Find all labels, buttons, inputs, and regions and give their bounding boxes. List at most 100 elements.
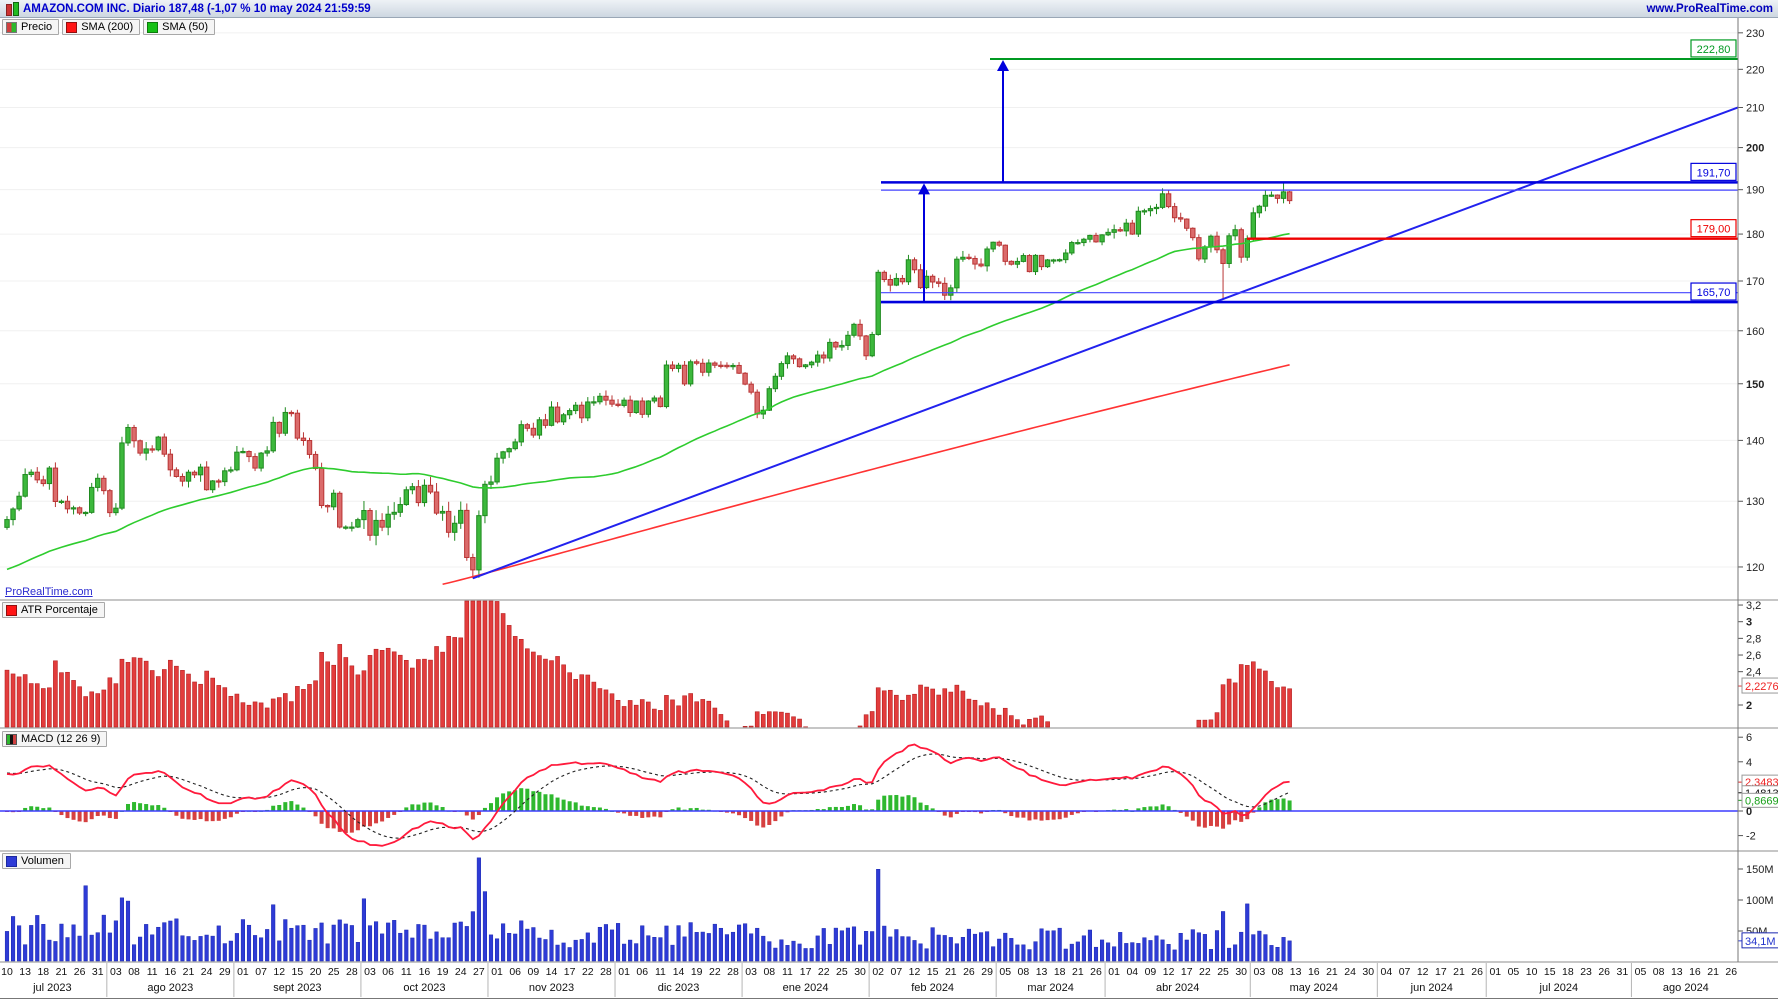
svg-text:13: 13 (1036, 966, 1048, 978)
svg-text:26: 26 (963, 966, 975, 978)
svg-text:dic 2023: dic 2023 (658, 982, 700, 994)
atr-histogram (4, 600, 1292, 728)
svg-text:06: 06 (382, 966, 394, 978)
price-axis[interactable]: 230 220 210 200 190 180 170 160 150 140 130 120 (1738, 28, 1764, 574)
svg-text:200: 200 (1746, 143, 1764, 155)
svg-text:01: 01 (1489, 966, 1501, 978)
horizontal-levels[interactable]: 222,80 191,70 179,00 165,70 (881, 39, 1738, 304)
macd-swatch-icon (6, 733, 17, 745)
legend-sma50-label: SMA (50) (162, 21, 209, 33)
svg-text:10: 10 (1526, 966, 1538, 978)
svg-text:27: 27 (473, 966, 485, 978)
date-axis[interactable]: 10 13 18 21 26 31 jul 2023 03 08 11 16 21 24 29 ago 20… (1, 963, 1737, 997)
svg-text:jul 2023: jul 2023 (32, 982, 72, 994)
svg-text:3: 3 (1746, 617, 1752, 629)
svg-text:0: 0 (1746, 806, 1752, 818)
svg-text:02: 02 (872, 966, 884, 978)
svg-text:29: 29 (981, 966, 993, 978)
svg-text:26: 26 (1725, 966, 1737, 978)
svg-text:26: 26 (1090, 966, 1102, 978)
svg-text:07: 07 (255, 966, 267, 978)
svg-text:07: 07 (891, 966, 903, 978)
projection-arrows[interactable] (918, 59, 1009, 303)
svg-text:21: 21 (56, 966, 68, 978)
panel-frame (0, 17, 1778, 999)
svg-text:23: 23 (1580, 966, 1592, 978)
svg-text:21: 21 (1072, 966, 1084, 978)
svg-text:17: 17 (564, 966, 576, 978)
svg-text:26: 26 (74, 966, 86, 978)
svg-text:15: 15 (292, 966, 304, 978)
macd-axis[interactable]: 640-22,34831,48130,8669 (1738, 732, 1778, 843)
price-gridlines (0, 32, 1738, 568)
svg-text:0,8669: 0,8669 (1745, 795, 1778, 807)
svg-text:13: 13 (1290, 966, 1302, 978)
svg-text:04: 04 (1381, 966, 1393, 978)
prorealtime-watermark[interactable]: ProRealTime.com (5, 586, 93, 598)
svg-text:16: 16 (1689, 966, 1701, 978)
svg-text:12: 12 (273, 966, 285, 978)
svg-text:21: 21 (945, 966, 957, 978)
svg-text:03: 03 (364, 966, 376, 978)
svg-text:6: 6 (1746, 732, 1752, 744)
svg-text:31: 31 (92, 966, 104, 978)
title-bar: AMAZON.COM INC. Diario 187,48 (-1,07 % 1… (0, 0, 1778, 18)
svg-text:130: 130 (1746, 496, 1764, 508)
legend-macd[interactable]: MACD (12 26 9) (2, 731, 108, 747)
svg-text:14: 14 (546, 966, 558, 978)
svg-text:17: 17 (800, 966, 812, 978)
legend-precio[interactable]: Precio (2, 19, 60, 35)
svg-text:170: 170 (1746, 276, 1764, 288)
volumen-swatch-icon (6, 855, 17, 867)
atr-axis[interactable]: 3,2 3 2,8 2,6 2,4 2 2,2276 (1738, 600, 1778, 712)
svg-text:16: 16 (1308, 966, 1320, 978)
prorealtime-link[interactable]: www.ProRealTime.com (1646, 2, 1773, 15)
svg-text:18: 18 (37, 966, 49, 978)
sma50-swatch-icon (147, 21, 159, 33)
precio-swatch-icon (6, 21, 17, 33)
svg-text:19: 19 (437, 966, 449, 978)
svg-text:sept 2023: sept 2023 (273, 982, 321, 994)
svg-text:11: 11 (782, 966, 793, 978)
legend-sma200[interactable]: SMA (200) (62, 19, 141, 35)
svg-text:24: 24 (1344, 966, 1356, 978)
svg-text:08: 08 (1018, 966, 1030, 978)
svg-text:11: 11 (401, 966, 412, 978)
svg-text:oct 2023: oct 2023 (403, 982, 445, 994)
legend-atr[interactable]: ATR Porcentaje (2, 602, 105, 618)
svg-text:34,1M: 34,1M (1745, 936, 1776, 948)
svg-text:2,2276: 2,2276 (1745, 681, 1778, 693)
svg-text:4: 4 (1746, 757, 1752, 769)
svg-text:nov 2023: nov 2023 (529, 982, 574, 994)
svg-text:230: 230 (1746, 28, 1764, 40)
svg-text:may 2024: may 2024 (1290, 982, 1338, 994)
legend-sma50[interactable]: SMA (50) (143, 19, 216, 35)
svg-text:190: 190 (1746, 185, 1764, 197)
svg-text:191,70: 191,70 (1697, 167, 1731, 179)
sma200-swatch-icon (66, 21, 78, 33)
svg-text:13: 13 (1671, 966, 1683, 978)
svg-text:feb 2024: feb 2024 (911, 982, 954, 994)
svg-text:05: 05 (1635, 966, 1647, 978)
legend-volumen[interactable]: Volumen (2, 853, 71, 869)
svg-text:07: 07 (1399, 966, 1411, 978)
svg-text:3,2: 3,2 (1746, 600, 1761, 612)
chart-title: AMAZON.COM INC. Diario 187,48 (-1,07 % 1… (23, 2, 371, 15)
macd-legend: MACD (12 26 9) (2, 731, 108, 747)
trendline[interactable] (472, 106, 1739, 580)
svg-text:26: 26 (1471, 966, 1483, 978)
candlestick-icon (6, 1, 19, 16)
svg-text:jun 2024: jun 2024 (1410, 982, 1453, 994)
svg-text:15: 15 (1544, 966, 1556, 978)
candles (4, 182, 1293, 579)
svg-text:220: 220 (1746, 64, 1764, 76)
svg-text:150: 150 (1746, 379, 1764, 391)
svg-text:30: 30 (854, 966, 866, 978)
svg-text:01: 01 (491, 966, 503, 978)
svg-text:17: 17 (1435, 966, 1447, 978)
svg-text:24: 24 (201, 966, 213, 978)
svg-text:06: 06 (636, 966, 648, 978)
